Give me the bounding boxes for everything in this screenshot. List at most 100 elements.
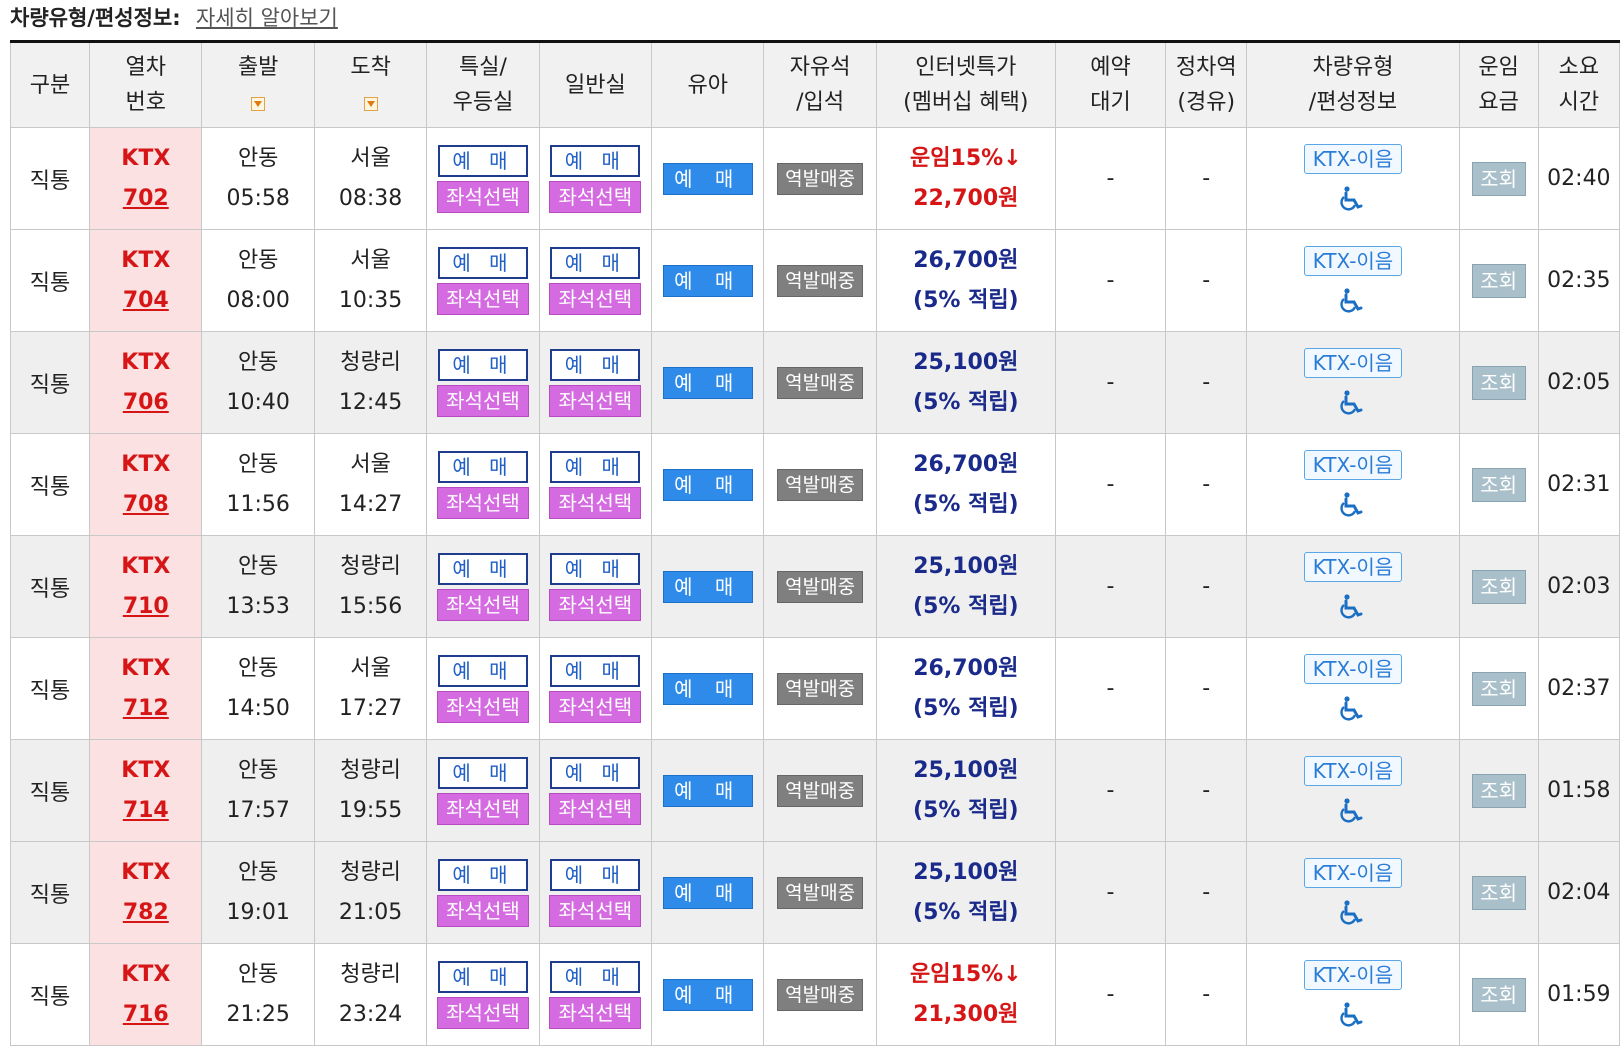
special-seat-select-button[interactable]: 좌석선택 [436, 894, 529, 927]
special-seat-select-button[interactable]: 좌석선택 [436, 588, 529, 621]
fare-lookup-button[interactable]: 조회 [1471, 263, 1526, 298]
train-number-cell[interactable]: KTX 716 [89, 943, 203, 1046]
train-number-cell[interactable]: KTX 704 [89, 229, 203, 332]
infant-book-button[interactable]: 예 매 [662, 978, 753, 1011]
category-cell: 직통 [9, 331, 91, 434]
vehicle-type-button[interactable]: KTX-이음 [1303, 755, 1403, 786]
train-number-link[interactable]: 702 [122, 185, 169, 211]
special-class-cell: 예 매 좌석선택 [426, 127, 540, 230]
special-book-button[interactable]: 예 매 [437, 960, 528, 993]
fare-lookup-button[interactable]: 조회 [1471, 773, 1526, 808]
fare-lookup-button[interactable]: 조회 [1471, 569, 1526, 604]
general-book-button[interactable]: 예 매 [550, 858, 641, 891]
vehicle-type-button[interactable]: KTX-이음 [1303, 143, 1403, 174]
train-number-cell[interactable]: KTX 782 [89, 841, 203, 944]
general-seat-select-button[interactable]: 좌석선택 [549, 996, 642, 1029]
fare-lookup-cell: 조회 [1458, 229, 1539, 332]
learn-more-link[interactable]: 자세히 알아보기 [195, 6, 338, 30]
general-seat-select-button[interactable]: 좌석선택 [549, 588, 642, 621]
train-number-link[interactable]: 708 [122, 491, 169, 517]
general-book-button[interactable]: 예 매 [550, 450, 641, 483]
internet-fare-cell: 25,100원 (5% 적립) [875, 841, 1056, 944]
fare-lookup-button[interactable]: 조회 [1471, 161, 1526, 196]
train-number-link[interactable]: 712 [122, 695, 169, 721]
train-number-cell[interactable]: KTX 710 [89, 535, 203, 638]
infant-book-button[interactable]: 예 매 [662, 162, 753, 195]
fare-line-2: (5% 적립) [913, 491, 1019, 517]
train-number-cell[interactable]: KTX 708 [89, 433, 203, 536]
general-seat-select-button[interactable]: 좌석선택 [549, 384, 642, 417]
special-book-button[interactable]: 예 매 [437, 450, 528, 483]
general-book-button[interactable]: 예 매 [550, 144, 641, 177]
general-class-cell: 예 매 좌석선택 [538, 229, 653, 332]
vehicle-type-button[interactable]: KTX-이음 [1303, 653, 1403, 684]
general-seat-select-button[interactable]: 좌석선택 [549, 282, 642, 315]
header-row: 구분 열차 번호 출발 도착 특실/우등실 일반실 유아 자유석/입석 인터넷특가… [9, 41, 1621, 128]
vehicle-type-button[interactable]: KTX-이음 [1303, 449, 1403, 480]
train-number-cell[interactable]: KTX 702 [89, 127, 203, 230]
vehicle-type-button[interactable]: KTX-이음 [1303, 245, 1403, 276]
general-class-cell: 예 매 좌석선택 [538, 433, 653, 536]
train-number-link[interactable]: 706 [122, 389, 169, 415]
general-seat-select-button[interactable]: 좌석선택 [549, 792, 642, 825]
infant-book-button[interactable]: 예 매 [662, 876, 753, 909]
special-seat-select-button[interactable]: 좌석선택 [436, 996, 529, 1029]
special-seat-select-button[interactable]: 좌석선택 [436, 486, 529, 519]
train-number-cell[interactable]: KTX 712 [89, 637, 203, 740]
sort-arrow-icon[interactable] [251, 97, 266, 111]
train-number-link[interactable]: 704 [122, 287, 169, 313]
fare-lookup-button[interactable]: 조회 [1471, 365, 1526, 400]
fare-lookup-cell: 조회 [1458, 637, 1539, 740]
general-seat-select-button[interactable]: 좌석선택 [549, 180, 642, 213]
fare-line-2: (5% 적립) [913, 899, 1019, 925]
general-book-button[interactable]: 예 매 [550, 552, 641, 585]
general-book-button[interactable]: 예 매 [550, 756, 641, 789]
train-number-link[interactable]: 782 [122, 899, 169, 925]
special-book-button[interactable]: 예 매 [437, 144, 528, 177]
general-book-button[interactable]: 예 매 [550, 960, 641, 993]
special-seat-select-button[interactable]: 좌석선택 [436, 384, 529, 417]
header-arrive[interactable]: 도착 [313, 41, 428, 128]
general-book-button[interactable]: 예 매 [550, 348, 641, 381]
general-seat-select-button[interactable]: 좌석선택 [549, 690, 642, 723]
train-number-link[interactable]: 714 [122, 797, 169, 823]
header-special: 특실/우등실 [426, 41, 540, 128]
header-depart[interactable]: 출발 [201, 41, 315, 128]
special-seat-select-button[interactable]: 좌석선택 [436, 792, 529, 825]
vehicle-type-button[interactable]: KTX-이음 [1303, 959, 1403, 990]
station-sale-badge: 역발매중 [777, 672, 864, 705]
special-seat-select-button[interactable]: 좌석선택 [436, 282, 529, 315]
general-seat-select-button[interactable]: 좌석선택 [549, 894, 642, 927]
special-book-button[interactable]: 예 매 [437, 654, 528, 687]
vehicle-type-button[interactable]: KTX-이음 [1303, 551, 1403, 582]
special-book-button[interactable]: 예 매 [437, 552, 528, 585]
infant-book-button[interactable]: 예 매 [662, 468, 753, 501]
sort-arrow-icon[interactable] [363, 97, 378, 111]
train-number-cell[interactable]: KTX 714 [89, 739, 203, 842]
general-seat-select-button[interactable]: 좌석선택 [549, 486, 642, 519]
fare-lookup-button[interactable]: 조회 [1471, 875, 1526, 910]
vehicle-type-button[interactable]: KTX-이음 [1303, 347, 1403, 378]
special-seat-select-button[interactable]: 좌석선택 [436, 690, 529, 723]
infant-book-button[interactable]: 예 매 [662, 264, 753, 297]
category-cell: 직통 [9, 943, 91, 1046]
infant-book-button[interactable]: 예 매 [662, 774, 753, 807]
fare-lookup-button[interactable]: 조회 [1471, 467, 1526, 502]
general-book-button[interactable]: 예 매 [550, 654, 641, 687]
fare-lookup-button[interactable]: 조회 [1471, 671, 1526, 706]
fare-lookup-button[interactable]: 조회 [1471, 977, 1526, 1012]
train-number-link[interactable]: 716 [122, 1001, 169, 1027]
special-book-button[interactable]: 예 매 [437, 858, 528, 891]
special-book-button[interactable]: 예 매 [437, 756, 528, 789]
special-book-button[interactable]: 예 매 [437, 348, 528, 381]
vehicle-type-button[interactable]: KTX-이음 [1303, 857, 1403, 888]
waitlist-cell: - [1054, 841, 1167, 944]
train-number-cell[interactable]: KTX 706 [89, 331, 203, 434]
train-number-link[interactable]: 710 [122, 593, 169, 619]
general-book-button[interactable]: 예 매 [550, 246, 641, 279]
infant-book-button[interactable]: 예 매 [662, 672, 753, 705]
infant-book-button[interactable]: 예 매 [662, 570, 753, 603]
special-seat-select-button[interactable]: 좌석선택 [436, 180, 529, 213]
infant-book-button[interactable]: 예 매 [662, 366, 753, 399]
special-book-button[interactable]: 예 매 [437, 246, 528, 279]
